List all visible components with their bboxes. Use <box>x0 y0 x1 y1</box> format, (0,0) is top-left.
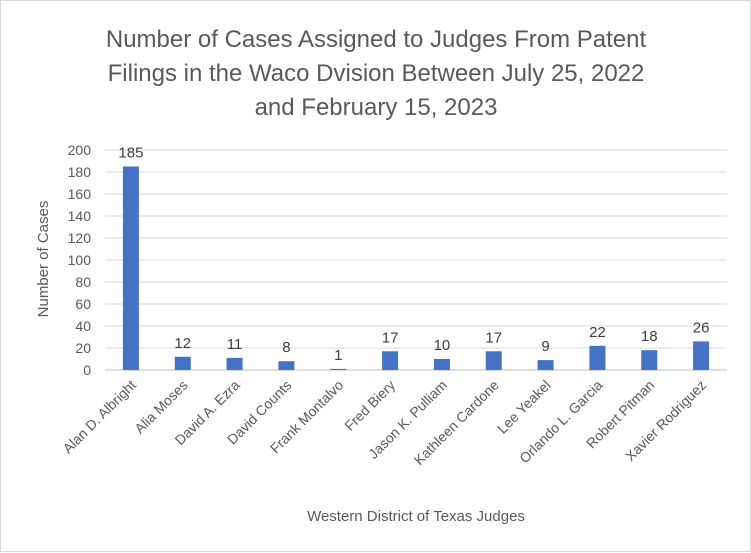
data-label: 1 <box>334 347 342 364</box>
y-axis-ticks: 0 20 40 60 80 100 120 140 160 180 200 <box>68 142 92 378</box>
y-tick-label: 120 <box>68 230 92 246</box>
data-label: 185 <box>118 145 143 162</box>
y-tick-label: 100 <box>68 252 92 268</box>
y-tick-label: 20 <box>75 340 91 356</box>
y-tick-label: 200 <box>68 142 92 158</box>
data-label: 22 <box>589 324 606 341</box>
y-tick-label: 160 <box>68 186 92 202</box>
bar <box>433 359 450 370</box>
bar <box>537 360 554 370</box>
data-label: 26 <box>693 319 710 336</box>
bar <box>641 350 658 370</box>
data-labels: 185 12 11 8 1 17 10 17 9 22 18 26 <box>118 145 709 364</box>
bar <box>485 351 502 370</box>
gridlines <box>105 149 727 371</box>
bars <box>122 166 710 370</box>
y-tick-label: 140 <box>68 208 92 224</box>
bar <box>330 368 347 370</box>
bar <box>382 351 399 370</box>
y-tick-label: 40 <box>75 318 91 334</box>
data-label: 9 <box>541 338 549 355</box>
chart-title-line-1: Number of Cases Assigned to Judges From … <box>106 26 647 53</box>
y-tick-label: 0 <box>83 362 91 378</box>
chart-title-line-2: Filings in the Waco Dvision Between July… <box>108 60 645 87</box>
chart-title: Number of Cases Assigned to Judges From … <box>106 26 647 121</box>
bar <box>226 357 243 370</box>
chart-title-line-3: and February 15, 2023 <box>255 94 498 121</box>
bar <box>589 345 606 370</box>
data-label: 8 <box>282 339 290 356</box>
data-label: 11 <box>227 336 243 353</box>
data-label: 12 <box>174 335 191 352</box>
bar <box>278 361 295 370</box>
data-label: 17 <box>382 329 399 346</box>
category-label: Alan D. Albright <box>59 377 139 457</box>
y-tick-label: 80 <box>75 274 91 290</box>
y-tick-label: 60 <box>75 296 91 312</box>
bar <box>174 356 191 370</box>
y-axis-label: Number of Cases <box>35 201 52 318</box>
x-axis-label: Western District of Texas Judges <box>307 508 525 525</box>
y-tick-label: 180 <box>68 164 92 180</box>
data-label: 17 <box>485 329 502 346</box>
data-label: 10 <box>434 337 451 354</box>
data-label: 18 <box>641 328 658 345</box>
bar <box>122 166 139 370</box>
bar <box>693 341 710 370</box>
